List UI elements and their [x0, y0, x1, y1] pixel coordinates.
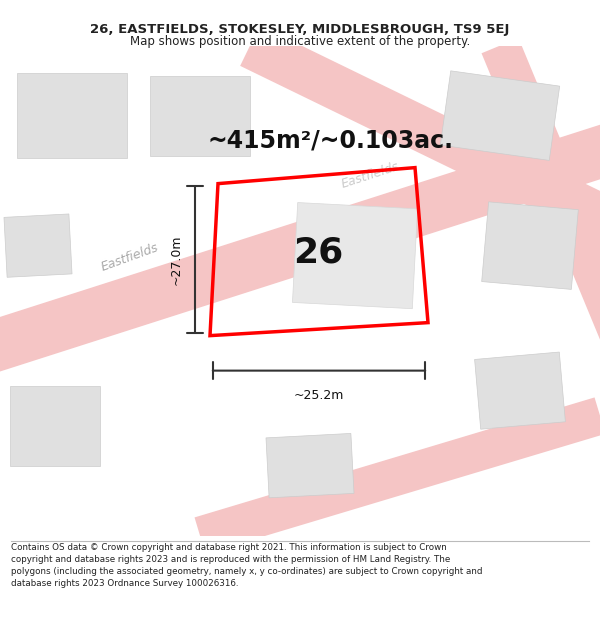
Polygon shape: [240, 26, 600, 246]
Text: 26, EASTFIELDS, STOKESLEY, MIDDLESBROUGH, TS9 5EJ: 26, EASTFIELDS, STOKESLEY, MIDDLESBROUGH…: [91, 23, 509, 36]
Text: Map shows position and indicative extent of the property.: Map shows position and indicative extent…: [130, 35, 470, 48]
Text: Contains OS data © Crown copyright and database right 2021. This information is : Contains OS data © Crown copyright and d…: [11, 544, 482, 588]
Polygon shape: [266, 434, 354, 498]
Polygon shape: [150, 76, 250, 156]
Polygon shape: [482, 38, 600, 343]
Polygon shape: [4, 214, 72, 278]
Text: ~415m²/~0.103ac.: ~415m²/~0.103ac.: [207, 129, 453, 152]
Text: ~27.0m: ~27.0m: [170, 234, 183, 285]
Polygon shape: [10, 386, 100, 466]
Polygon shape: [0, 121, 600, 376]
Polygon shape: [482, 202, 578, 289]
Polygon shape: [17, 73, 127, 158]
Text: ~25.2m: ~25.2m: [294, 389, 344, 402]
Polygon shape: [440, 71, 560, 161]
Polygon shape: [475, 352, 565, 429]
Text: Eastfields: Eastfields: [339, 160, 401, 191]
Text: Eastfields: Eastfields: [100, 241, 161, 274]
Polygon shape: [194, 398, 600, 554]
Text: 26: 26: [293, 236, 343, 269]
Polygon shape: [292, 202, 418, 309]
